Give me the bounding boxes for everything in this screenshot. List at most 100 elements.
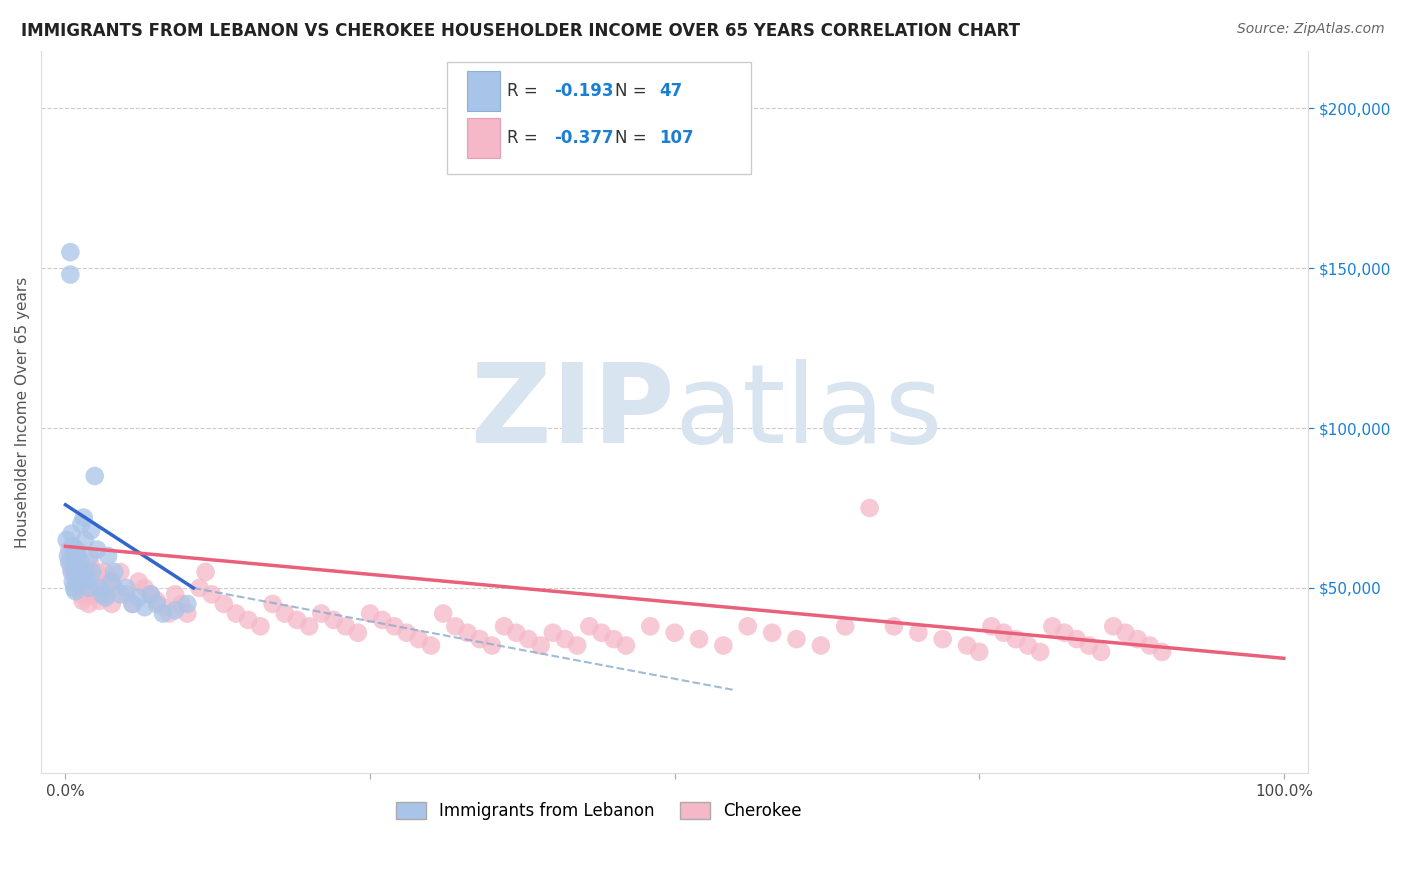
Point (86, 542, 108, 557)
Point (58, 542, 80, 557)
Point (530, 639, 553, 653)
Point (993, 625, 1015, 640)
Point (65, 571, 87, 585)
Point (73, 565, 96, 579)
Point (1126, 632, 1149, 646)
Point (146, 597, 169, 611)
Point (408, 632, 430, 646)
Point (60, 526, 83, 541)
Point (810, 639, 832, 653)
Point (883, 619, 905, 633)
Point (1017, 639, 1039, 653)
Point (457, 625, 479, 640)
Point (567, 639, 589, 653)
Point (1053, 625, 1076, 640)
Point (285, 613, 308, 627)
Text: ZIP: ZIP (471, 359, 675, 466)
Point (225, 607, 247, 621)
Point (591, 625, 613, 640)
Point (110, 565, 132, 579)
Point (481, 639, 503, 653)
Point (59, 555, 82, 569)
Point (134, 600, 156, 615)
Point (80, 524, 103, 538)
Point (89, 581, 111, 595)
Point (371, 613, 394, 627)
Point (75, 581, 97, 595)
Point (73, 533, 96, 547)
Point (103, 565, 125, 579)
Point (212, 597, 235, 611)
Point (298, 619, 321, 633)
Point (444, 619, 467, 633)
Legend: Immigrants from Lebanon, Cherokee: Immigrants from Lebanon, Cherokee (389, 795, 808, 827)
Point (128, 591, 150, 605)
Point (359, 607, 381, 621)
Point (66, 549, 89, 563)
Point (165, 603, 187, 617)
Point (603, 632, 626, 646)
Point (262, 597, 284, 611)
Point (967, 645, 990, 659)
Point (70, 516, 93, 531)
Point (65, 558, 87, 573)
Point (115, 581, 138, 595)
Point (432, 607, 454, 621)
Point (165, 587, 187, 601)
Point (65, 565, 87, 579)
Point (139, 587, 162, 601)
Point (1077, 639, 1099, 653)
Point (274, 607, 297, 621)
Point (578, 619, 600, 633)
Point (97, 549, 120, 563)
Point (194, 565, 217, 579)
Point (55, 533, 77, 547)
Point (91, 581, 114, 595)
Point (395, 625, 418, 640)
Point (82, 565, 104, 579)
Point (420, 639, 443, 653)
Point (75, 565, 97, 579)
Point (201, 587, 224, 601)
Point (83, 587, 105, 601)
Point (541, 625, 564, 640)
Point (468, 632, 491, 646)
Point (79, 555, 101, 569)
Point (86, 565, 108, 579)
Point (76, 587, 98, 601)
Point (1090, 645, 1112, 659)
Point (83, 469, 105, 483)
Point (98, 574, 121, 589)
Text: IMMIGRANTS FROM LEBANON VS CHEROKEE HOUSEHOLDER INCOME OVER 65 YEARS CORRELATION: IMMIGRANTS FROM LEBANON VS CHEROKEE HOUS… (21, 22, 1021, 40)
Point (56, 549, 79, 563)
Point (72, 593, 94, 607)
Point (761, 625, 783, 640)
Point (65, 584, 87, 599)
Point (66, 574, 89, 589)
Point (1004, 632, 1026, 646)
Point (785, 632, 807, 646)
Point (89, 593, 111, 607)
Point (100, 574, 122, 589)
Point (322, 613, 344, 627)
Point (238, 613, 260, 627)
Point (62, 540, 84, 554)
Point (858, 501, 880, 516)
Point (146, 593, 169, 607)
Point (128, 574, 150, 589)
Point (139, 587, 162, 601)
FancyBboxPatch shape (447, 62, 751, 174)
Point (713, 639, 735, 653)
Point (834, 619, 856, 633)
Point (63, 581, 86, 595)
Text: R =: R = (508, 82, 543, 100)
Point (664, 625, 686, 640)
Point (170, 597, 193, 611)
FancyBboxPatch shape (467, 70, 499, 112)
Point (66, 558, 89, 573)
Point (91, 587, 114, 601)
Point (77, 581, 100, 595)
Point (63, 546, 86, 560)
Point (188, 581, 211, 595)
Text: N =: N = (614, 82, 652, 100)
